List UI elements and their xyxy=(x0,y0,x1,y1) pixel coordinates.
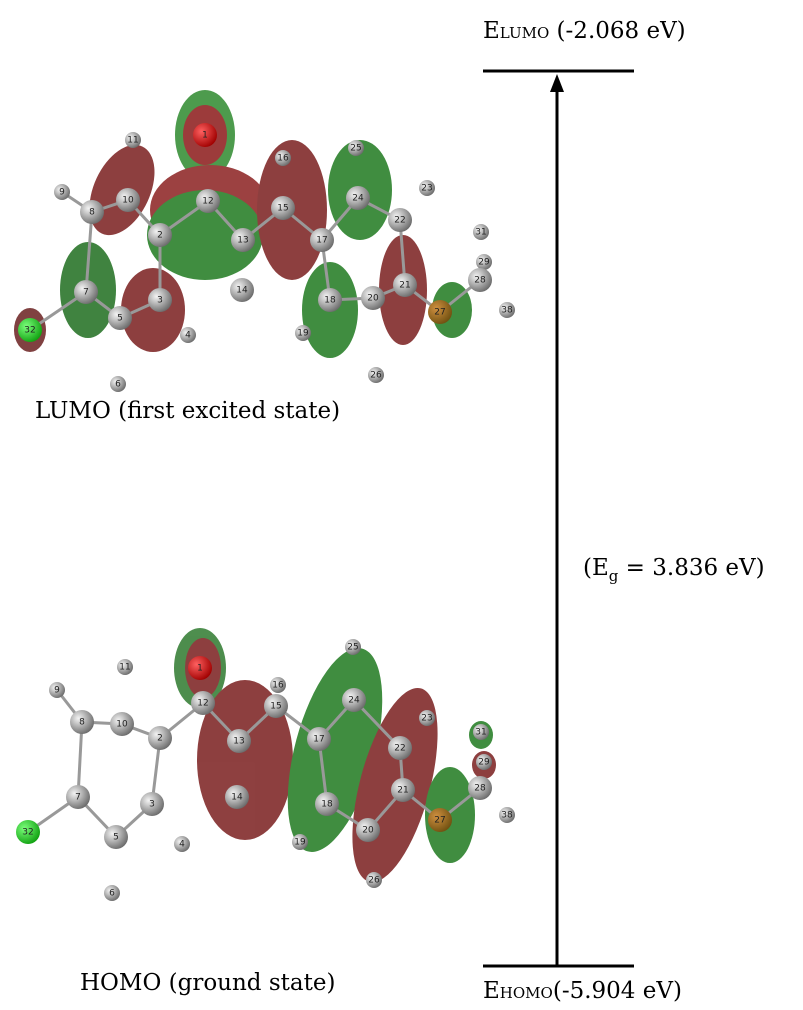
atom-label: 14 xyxy=(236,286,248,296)
atom-label: 25 xyxy=(347,643,358,653)
atom-label: 13 xyxy=(233,737,244,747)
atom-label: 7 xyxy=(75,793,81,803)
atom-label: 24 xyxy=(352,194,364,204)
atom-label: 12 xyxy=(197,699,208,709)
atom-label: 17 xyxy=(316,236,327,246)
atom-label: 23 xyxy=(421,184,432,194)
atom-label: 23 xyxy=(421,714,432,724)
atom-label: 15 xyxy=(277,204,288,214)
symbol: E xyxy=(483,18,500,44)
atom-label: 27 xyxy=(434,308,445,318)
lumo-level-label: ELUMO (-2.068 eV) xyxy=(483,18,686,44)
atom-label: 9 xyxy=(54,686,60,696)
atom-label: 7 xyxy=(83,288,89,298)
atom-label: 14 xyxy=(231,793,243,803)
atom-label: 32 xyxy=(22,828,33,838)
atom-label: 3 xyxy=(157,296,163,306)
atom-label: 9 xyxy=(59,188,65,198)
atom-label: 32 xyxy=(24,326,35,336)
atom-label: 6 xyxy=(109,889,115,899)
atom-label: 16 xyxy=(272,681,284,691)
atom-label: 21 xyxy=(397,786,408,796)
atom-label: 2 xyxy=(157,231,163,241)
atom-label: 11 xyxy=(127,136,138,146)
atom-label: 20 xyxy=(367,294,379,304)
atom-label: 24 xyxy=(348,696,360,706)
atom-label: 22 xyxy=(394,216,405,226)
homo-lobes xyxy=(174,628,496,891)
atom-label: 1 xyxy=(202,131,208,141)
homo-caption: HOMO (ground state) xyxy=(80,970,335,996)
diagram: 1198101221314735463215161724252223181920… xyxy=(0,0,803,1010)
atom-label: 26 xyxy=(368,876,380,886)
atom-label: 10 xyxy=(116,720,128,730)
atom-label: 31 xyxy=(475,228,486,238)
gap-label: (Eg = 3.836 eV) xyxy=(583,555,765,585)
atom-label: 4 xyxy=(179,840,185,850)
drawing: 1198101221314735463215161724252223181920… xyxy=(0,0,803,1010)
atom-label: 29 xyxy=(478,758,490,768)
atom-label: 4 xyxy=(185,331,191,341)
atom-label: 38 xyxy=(501,811,513,821)
atom-label: 25 xyxy=(350,144,361,154)
atom-label: 17 xyxy=(313,735,324,745)
subscript: HOMO xyxy=(500,984,553,1002)
atom-label: 28 xyxy=(474,276,486,286)
atom-label: 19 xyxy=(294,838,306,848)
atom-label: 28 xyxy=(474,784,486,794)
atom-label: 19 xyxy=(297,329,309,339)
lumo-caption: LUMO (first excited state) xyxy=(35,398,340,424)
atom-label: 6 xyxy=(115,380,121,390)
atom-label: 18 xyxy=(321,800,333,810)
atom-label: 2 xyxy=(157,734,163,744)
subscript: LUMO xyxy=(500,24,549,42)
atom-label: 38 xyxy=(501,306,513,316)
atom-label: 21 xyxy=(399,281,410,291)
open: (E xyxy=(583,555,609,581)
atom-label: 11 xyxy=(119,663,130,673)
atom-label: 5 xyxy=(113,833,119,843)
rest: = 3.836 eV) xyxy=(618,555,764,581)
atom-label: 22 xyxy=(394,744,405,754)
atom-label: 8 xyxy=(89,208,95,218)
value: (-5.904 eV) xyxy=(553,978,682,1004)
atom-label: 3 xyxy=(149,800,155,810)
atom-label: 26 xyxy=(370,371,382,381)
atom-label: 31 xyxy=(475,728,486,738)
atom-label: 1 xyxy=(197,664,203,674)
atom-label: 10 xyxy=(122,196,134,206)
atom-label: 18 xyxy=(324,296,336,306)
subscript: g xyxy=(609,567,619,585)
homo-level-label: EHOMO(-5.904 eV) xyxy=(483,978,682,1004)
atom-label: 12 xyxy=(202,197,213,207)
symbol: E xyxy=(483,978,500,1004)
atom-label: 13 xyxy=(237,236,248,246)
atom-label: 16 xyxy=(277,154,289,164)
value: (-2.068 eV) xyxy=(549,18,685,44)
atom-label: 20 xyxy=(362,826,374,836)
atom-label: 29 xyxy=(478,258,490,268)
atom-label: 15 xyxy=(270,702,281,712)
arrow-head xyxy=(550,74,564,92)
atom-label: 5 xyxy=(117,314,123,324)
atom-label: 27 xyxy=(434,816,445,826)
atom-label: 8 xyxy=(79,718,85,728)
